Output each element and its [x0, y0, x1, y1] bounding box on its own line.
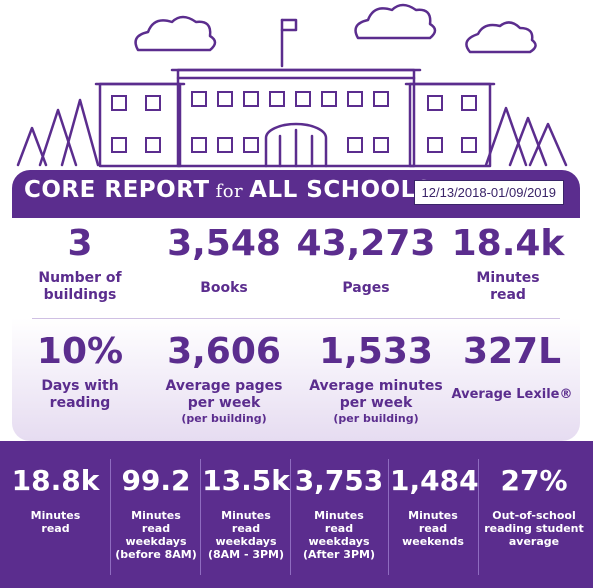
column-divider [200, 459, 201, 575]
bottom-stats-band: 18.8k Minutes read 99.2 Minutes read weekda… [0, 441, 593, 588]
stat-label: Number of buildings [38, 270, 122, 303]
stat-value: 3,548 [167, 223, 281, 264]
stat-label: Average Lexile® [451, 387, 573, 402]
stat-value: 3 [67, 223, 93, 264]
stat-label: Minutes read weekdays (before 8AM) [115, 509, 197, 561]
column-divider [478, 459, 479, 575]
stat-value: 27% [500, 464, 568, 497]
stat-value: 10% [36, 331, 124, 372]
stat-label: Minutes read [30, 509, 81, 535]
stat-days-with-reading: 10% Days with reading [10, 332, 150, 412]
report-title: CORE REPORT for ALL SCHOOLS [24, 177, 433, 203]
stat-sublabel: (per building) [181, 412, 267, 425]
stat-label: Pages [342, 280, 390, 296]
bottom-stat-8am-3pm: 13.5k Minutes read weekdays (8AM - 3PM) [202, 464, 290, 562]
stat-value: 18.8k [11, 464, 100, 497]
stat-average-lexile: 327L Average Lexile® [442, 332, 582, 403]
column-divider [290, 459, 291, 575]
stats-panel: 3 Number of buildings 3,548 Books 43,273 … [12, 218, 580, 441]
stat-value: 99.2 [121, 464, 191, 497]
stat-value: 18.4k [451, 223, 565, 264]
stat-value: 13.5k [202, 464, 290, 497]
stat-label: Average minutes per week [309, 378, 443, 411]
column-divider [388, 459, 389, 575]
bottom-stat-after-3pm: 3,753 Minutes read weekdays (After 3PM) [292, 464, 386, 562]
stat-value: 3,606 [167, 331, 281, 372]
stat-buildings: 3 Number of buildings [10, 224, 150, 304]
stat-label: Books [200, 280, 248, 296]
school-building-icon [16, 3, 568, 168]
stat-minutes-read: 18.4k Minutes read [438, 224, 578, 304]
stat-label: Average pages per week [165, 378, 283, 411]
report-header: CORE REPORT for ALL SCHOOLS 12/13/2018-01/… [12, 170, 580, 218]
stat-label: Minutes read [476, 270, 540, 303]
stat-label: Out-of-school reading student average [484, 509, 584, 548]
stat-label: Days with reading [41, 378, 119, 411]
bottom-stat-minutes-read: 18.8k Minutes read [8, 464, 103, 536]
stat-average-minutes: 1,533 Average minutes per week (per build… [306, 331, 446, 426]
bottom-stat-out-of-school: 27% Out-of-school reading student average [480, 464, 588, 549]
stat-average-pages: 3,606 Average pages per week (per buildin… [154, 331, 294, 426]
title-for: for [215, 181, 244, 202]
stat-value: 1,533 [319, 331, 433, 372]
stat-value: 43,273 [296, 223, 436, 264]
stat-label: Minutes read weekdays (8AM - 3PM) [207, 509, 285, 561]
stat-label: Minutes read weekends [402, 509, 464, 548]
bottom-stat-weekends: 1,484 Minutes read weekends [390, 464, 479, 549]
bottom-stat-before-8am: 99.2 Minutes read weekdays (before 8AM) [112, 464, 200, 562]
stat-pages: 43,273 Pages [296, 224, 436, 297]
column-divider [110, 459, 111, 575]
date-range: 12/13/2018-01/09/2019 [413, 180, 564, 205]
title-all-schools: ALL SCHOOLS [249, 177, 433, 203]
stat-value: 3,753 [294, 464, 384, 497]
divider [32, 318, 560, 319]
stat-sublabel: (per building) [333, 412, 419, 425]
stat-value: 1,484 [390, 464, 479, 497]
title-core-report: CORE REPORT [24, 177, 210, 203]
stat-label: Minutes read weekdays (After 3PM) [303, 509, 375, 561]
stat-books: 3,548 Books [154, 224, 294, 297]
stat-value: 327L [462, 331, 562, 372]
